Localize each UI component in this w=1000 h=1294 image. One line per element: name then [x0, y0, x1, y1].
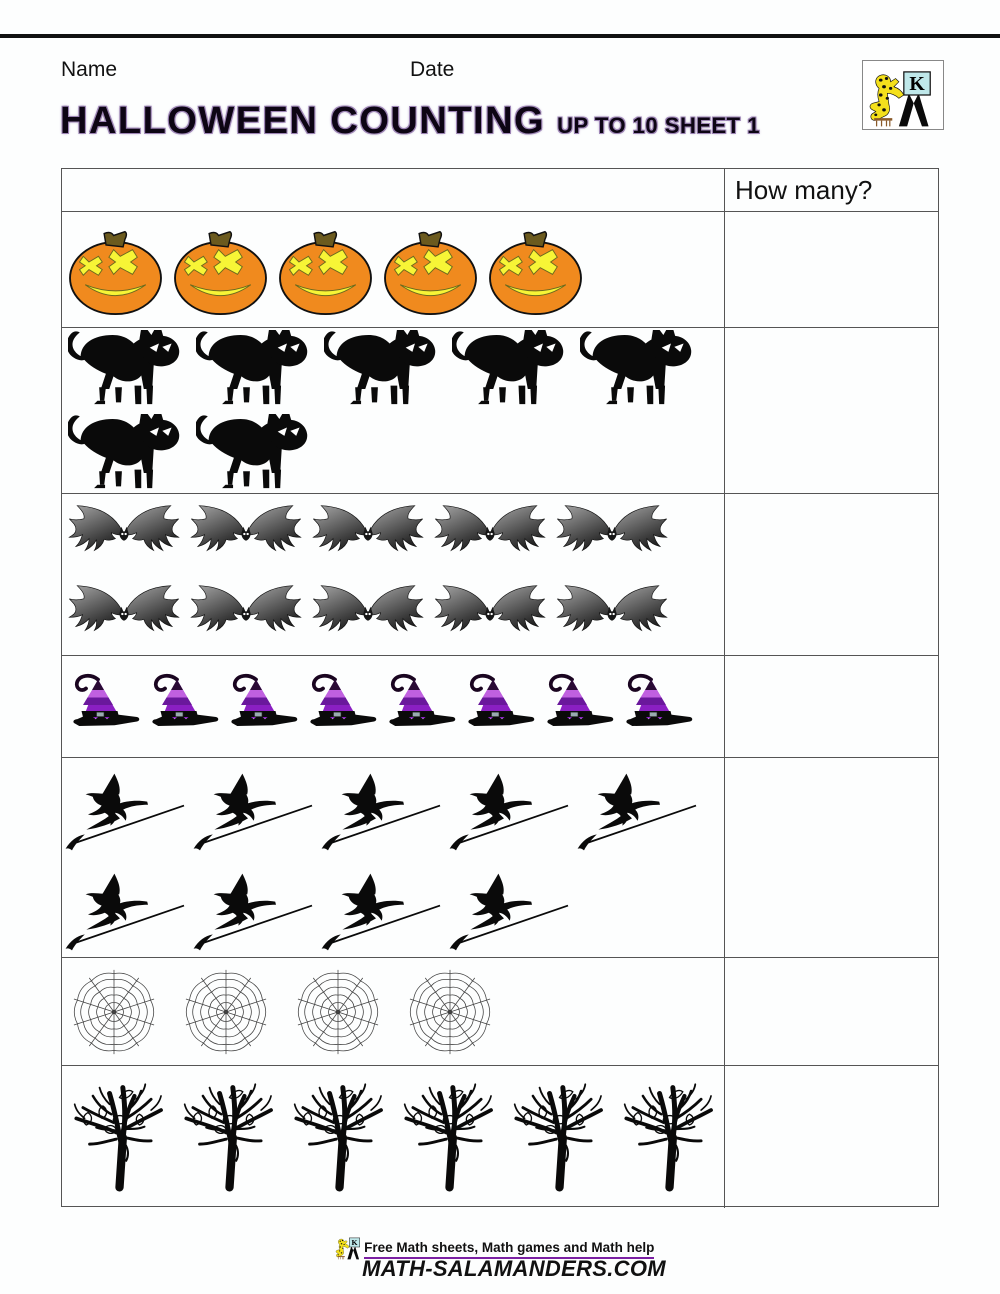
svg-text:K: K	[909, 73, 925, 95]
svg-text:K: K	[352, 1238, 358, 1247]
